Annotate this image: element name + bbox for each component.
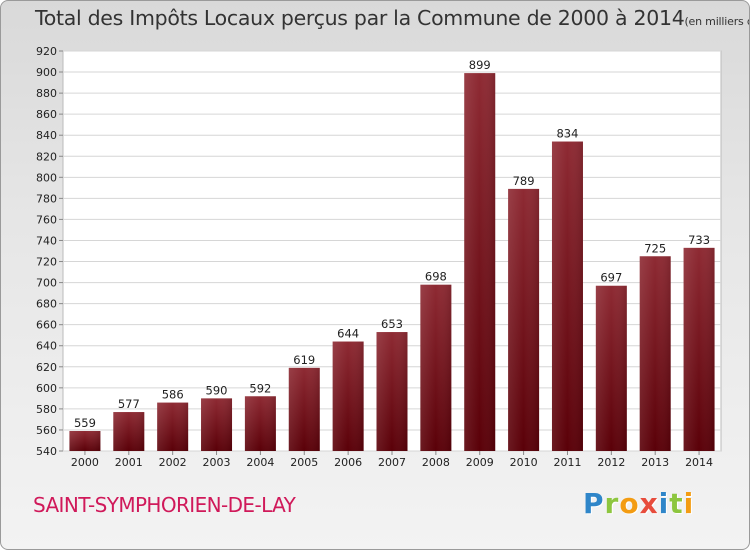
x-tick-label-2014: 2014 — [685, 456, 713, 469]
logo-letter: x — [639, 487, 659, 520]
logo-letter: r — [604, 487, 620, 520]
data-label-2002: 586 — [162, 388, 184, 402]
logo-letter: P — [583, 487, 605, 520]
x-tick-label-2010: 2010 — [510, 456, 538, 469]
x-tick-label-2013: 2013 — [641, 456, 669, 469]
logo-letter: i — [683, 487, 695, 520]
bar-shine-2002 — [157, 402, 189, 451]
x-tick-label-2011: 2011 — [553, 456, 581, 469]
data-label-2011: 834 — [556, 127, 578, 141]
logo-letter: t — [669, 487, 684, 520]
y-tick-label: 880 — [36, 87, 57, 100]
x-tick-label-2006: 2006 — [334, 456, 362, 469]
data-label-2005: 619 — [293, 353, 315, 367]
x-tick-label-2012: 2012 — [597, 456, 625, 469]
y-tick-label: 620 — [36, 361, 57, 374]
y-tick-label: 800 — [36, 171, 57, 184]
bar-shine-2011 — [551, 141, 583, 452]
y-tick-label: 860 — [36, 108, 57, 121]
logo-letter: i — [658, 487, 670, 520]
bar-shine-2003 — [201, 398, 233, 451]
data-label-2009: 899 — [469, 58, 491, 72]
data-label-2007: 653 — [381, 317, 403, 331]
data-label-2013: 725 — [644, 241, 666, 255]
data-label-2001: 577 — [118, 397, 140, 411]
bar-shine-2004 — [244, 396, 276, 451]
x-tick-label-2007: 2007 — [378, 456, 406, 469]
y-tick-label: 720 — [36, 256, 57, 269]
x-tick-label-2000: 2000 — [71, 456, 99, 469]
y-tick-label: 920 — [36, 45, 57, 58]
bar-shine-2008 — [420, 284, 452, 451]
x-tick-label-2004: 2004 — [246, 456, 274, 469]
bar-shine-2005 — [288, 367, 320, 451]
data-label-2000: 559 — [74, 416, 96, 430]
y-tick-label: 660 — [36, 319, 57, 332]
y-tick-label: 600 — [36, 382, 57, 395]
data-label-2012: 697 — [600, 271, 622, 285]
x-tick-label-2002: 2002 — [159, 456, 187, 469]
y-tick-label: 540 — [36, 445, 57, 458]
bar-shine-2006 — [332, 341, 364, 451]
x-tick-label-2003: 2003 — [203, 456, 231, 469]
commune-name: SAINT-SYMPHORIEN-DE-LAY — [33, 493, 296, 517]
bar-shine-2009 — [464, 73, 496, 452]
bar-shine-2013 — [639, 256, 671, 451]
data-label-2010: 789 — [513, 174, 535, 188]
chart-title-block: Total des Impôts Locaux perçus par la Co… — [35, 6, 749, 30]
x-tick-label-2005: 2005 — [290, 456, 318, 469]
data-label-2006: 644 — [337, 327, 359, 341]
y-tick-label: 840 — [36, 129, 57, 142]
y-tick-label: 700 — [36, 277, 57, 290]
data-label-2008: 698 — [425, 270, 447, 284]
y-tick-label: 560 — [36, 424, 57, 437]
bar-shine-2000 — [69, 431, 101, 451]
data-label-2003: 590 — [206, 383, 228, 397]
x-tick-label-2008: 2008 — [422, 456, 450, 469]
y-tick-label: 780 — [36, 192, 57, 205]
bar-shine-2012 — [595, 285, 627, 451]
chart-title: Total des Impôts Locaux perçus par la Co… — [35, 6, 685, 30]
x-tick-label-2009: 2009 — [466, 456, 494, 469]
logo-letter: o — [619, 487, 640, 520]
y-tick-label: 900 — [36, 66, 57, 79]
y-tick-label: 740 — [36, 234, 57, 247]
bar-shine-2007 — [376, 332, 408, 451]
data-label-2014: 733 — [688, 233, 710, 247]
y-tick-label: 680 — [36, 298, 57, 311]
bar-shine-2014 — [683, 247, 715, 451]
bar-shine-2010 — [508, 188, 540, 452]
y-tick-label: 760 — [36, 213, 57, 226]
y-tick-label: 820 — [36, 150, 57, 163]
chart-unit-note: (en milliers d'€) — [684, 15, 749, 28]
y-tick-label: 580 — [36, 403, 57, 416]
proxiti-logo[interactable]: Proxiti — [583, 487, 694, 520]
x-tick-label-2001: 2001 — [115, 456, 143, 469]
bar-shine-2001 — [113, 412, 145, 451]
y-tick-label: 640 — [36, 340, 57, 353]
data-label-2004: 592 — [249, 381, 271, 395]
